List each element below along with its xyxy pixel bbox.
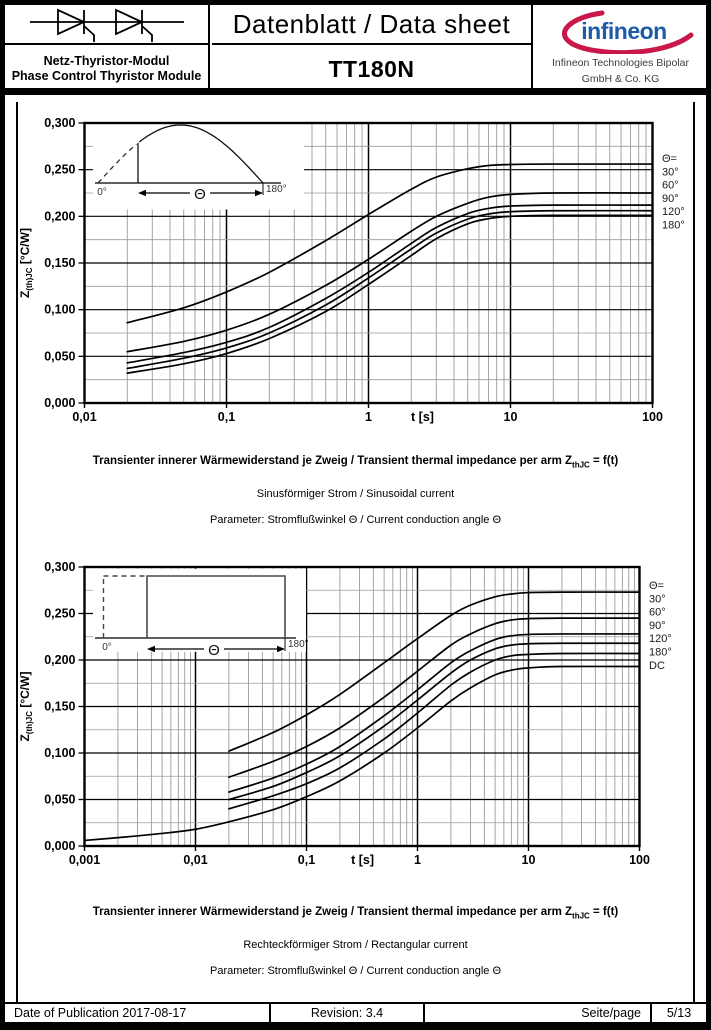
thyristor-circuit-icon xyxy=(29,8,184,42)
svg-text:30°: 30° xyxy=(662,166,679,178)
svg-text:30°: 30° xyxy=(649,593,666,605)
header-brand-cell: infineon Infineon Technologies Bipolar G… xyxy=(535,5,706,88)
svg-text:0,100: 0,100 xyxy=(44,746,75,760)
svg-text:100: 100 xyxy=(642,410,663,424)
svg-text:0,300: 0,300 xyxy=(44,560,75,574)
svg-text:10: 10 xyxy=(504,410,518,424)
svg-text:180°: 180° xyxy=(662,220,685,232)
chart-caption-sinusoidal: Transienter innerer Wärmewiderstand je Z… xyxy=(18,454,693,527)
svg-text:60°: 60° xyxy=(662,180,679,192)
svg-text:Z(th)JC [°C/W]: Z(th)JC [°C/W] xyxy=(18,228,34,298)
svg-text:0,150: 0,150 xyxy=(44,700,75,714)
svg-text:0°: 0° xyxy=(102,642,112,653)
svg-text:t [s]: t [s] xyxy=(351,853,374,867)
svg-text:0,001: 0,001 xyxy=(69,853,100,867)
page-label: Seite/page xyxy=(425,1004,652,1022)
chart-caption-rectangular: Transienter innerer Wärmewiderstand je Z… xyxy=(18,905,693,978)
svg-text:180°: 180° xyxy=(649,647,672,659)
product-family-de: Netz-Thyristor-Modul xyxy=(43,54,170,68)
svg-text:90°: 90° xyxy=(649,620,666,632)
svg-text:0,150: 0,150 xyxy=(44,256,75,270)
svg-text:0,01: 0,01 xyxy=(72,410,96,424)
caption-title: Transienter innerer Wärmewiderstand je Z… xyxy=(92,455,619,470)
svg-text:180°: 180° xyxy=(266,184,287,195)
svg-text:10: 10 xyxy=(522,853,536,867)
svg-text:120°: 120° xyxy=(649,633,672,645)
product-family-en: Phase Control Thyristor Module xyxy=(11,69,202,83)
svg-text:Z(th)JC [°C/W]: Z(th)JC [°C/W] xyxy=(18,672,34,742)
page-number: 5/13 xyxy=(666,1006,692,1020)
caption-title: Transienter innerer Wärmewiderstand je Z… xyxy=(92,906,619,921)
svg-text:0,300: 0,300 xyxy=(44,116,75,130)
thermal-impedance-chart-sinusoidal: Θ 0° 180° 0,01 0,1 1 10 100 t [s] 0,300 0,250 0,200… xyxy=(18,116,685,424)
svg-text:1: 1 xyxy=(365,410,372,424)
svg-text:0,250: 0,250 xyxy=(44,163,75,177)
svg-text:0,200: 0,200 xyxy=(44,653,75,667)
svg-text:0,1: 0,1 xyxy=(218,410,235,424)
svg-text:0,050: 0,050 xyxy=(44,793,75,807)
infineon-logo: infineon xyxy=(561,10,693,54)
svg-text:Θ: Θ xyxy=(208,642,220,659)
caption-current-type: Sinusförmiger Strom / Sinusoidal current xyxy=(256,488,455,501)
svg-text:DC: DC xyxy=(649,660,665,672)
company-name-line1: Infineon Technologies Bipolar xyxy=(552,56,689,69)
svg-text:0,250: 0,250 xyxy=(44,607,75,621)
doc-title: Datenblatt / Data sheet xyxy=(232,8,511,39)
svg-text:180°: 180° xyxy=(288,639,309,650)
svg-text:90°: 90° xyxy=(662,193,679,205)
svg-text:0,100: 0,100 xyxy=(44,303,75,317)
thyristor-symbols xyxy=(5,5,208,45)
svg-text:1: 1 xyxy=(414,853,421,867)
svg-text:t [s]: t [s] xyxy=(411,410,434,424)
svg-text:0,200: 0,200 xyxy=(44,209,75,223)
svg-text:Θ: Θ xyxy=(194,186,206,203)
svg-text:0,1: 0,1 xyxy=(298,853,315,867)
footer: Date of Publication 2017-08-17 Revision:… xyxy=(5,1002,706,1022)
header: Netz-Thyristor-Modul Phase Control Thyri… xyxy=(5,5,706,95)
revision: Revision: 3.4 xyxy=(271,1004,425,1022)
svg-text:60°: 60° xyxy=(649,607,666,619)
caption-current-type: Rechteckförmiger Strom / Rectangular cur… xyxy=(243,939,468,952)
svg-text:Θ=: Θ= xyxy=(649,580,664,592)
svg-text:100: 100 xyxy=(629,853,650,867)
svg-text:0,050: 0,050 xyxy=(44,349,75,363)
svg-text:Θ=: Θ= xyxy=(662,153,677,165)
part-number: TT180N xyxy=(328,55,415,82)
svg-text:0,000: 0,000 xyxy=(44,839,75,853)
svg-text:0,000: 0,000 xyxy=(44,396,75,410)
publication-date: Date of Publication 2017-08-17 xyxy=(5,1004,271,1022)
charts-panel: Θ 0° 180° 0,01 0,1 1 10 100 t [s] 0,300 0,250 0,200… xyxy=(16,102,695,1002)
svg-text:120°: 120° xyxy=(662,206,685,218)
svg-text:0,01: 0,01 xyxy=(183,853,207,867)
header-title-cell: Datenblatt / Data sheet TT180N xyxy=(212,5,533,88)
svg-text:0°: 0° xyxy=(97,187,107,198)
company-name-line2: GmbH & Co. KG xyxy=(581,72,660,85)
logo-text: infineon xyxy=(581,18,666,44)
caption-parameter: Parameter: Stromflußwinkel Θ / Current c… xyxy=(209,514,501,527)
caption-parameter: Parameter: Stromflußwinkel Θ / Current c… xyxy=(209,965,501,978)
header-product-cell: Netz-Thyristor-Modul Phase Control Thyri… xyxy=(5,5,210,88)
thermal-impedance-chart-rectangular: Θ 0° 180° 0,001 0,01 0,1 1 10 100 t [s] 0,300 0,250… xyxy=(18,560,672,867)
